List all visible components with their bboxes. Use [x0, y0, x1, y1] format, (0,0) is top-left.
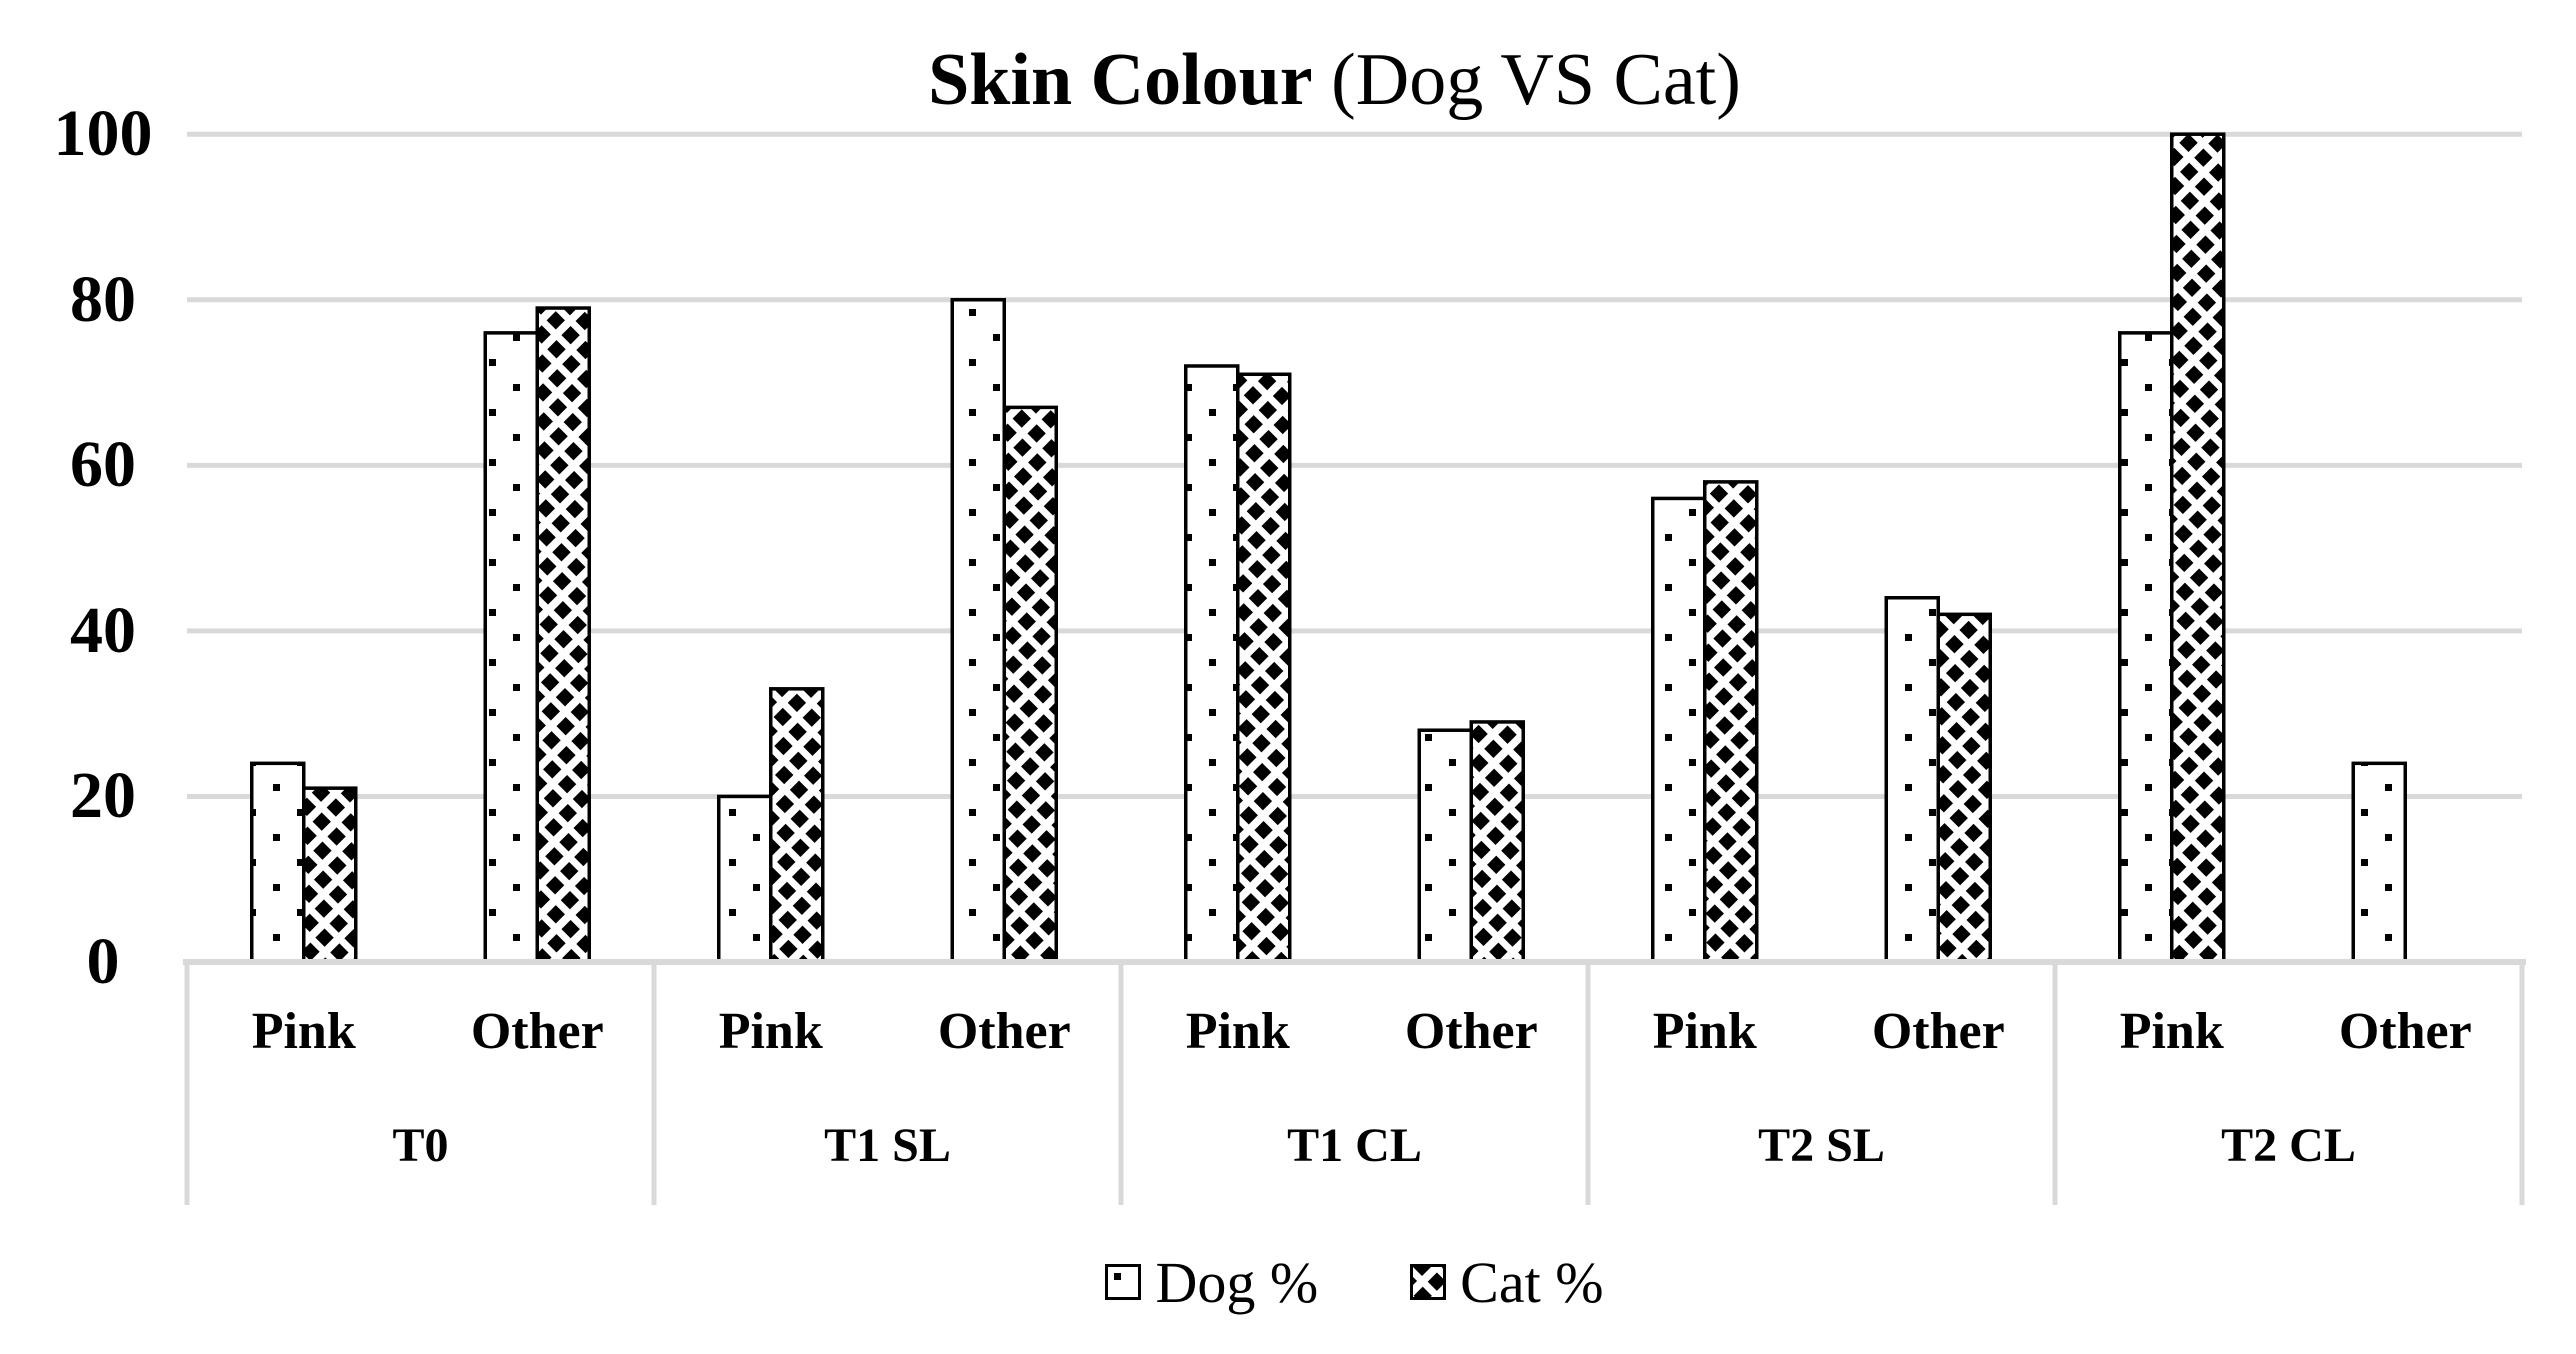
bar-cat-T2SL-Other [1936, 612, 1992, 964]
subcategory-label: Pink [1185, 1003, 1290, 1060]
y-axis-tick-label: 40 [70, 593, 136, 667]
legend-label-cat: Cat % [1460, 1249, 1604, 1315]
legend-label-dog: Dog % [1155, 1249, 1319, 1315]
bar-dog-T2CL-Other [2351, 761, 2407, 964]
dotted-square-icon [1105, 1264, 1142, 1300]
subcategory-label: Pink [251, 1003, 356, 1060]
bar-cat-T1CL-Other [1469, 720, 1525, 964]
subcategory-label: Other [1871, 1003, 2005, 1060]
bar-cat-T2SL-Pink [1703, 480, 1759, 964]
legend-item-cat: Cat % [1410, 1249, 1604, 1316]
group-label: T1 SL [824, 1119, 951, 1172]
subcategory-label: Other [1404, 1003, 1538, 1060]
chart-title: Skin Colour (Dog VS Cat) [167, 38, 2502, 123]
group-label: T1 CL [1287, 1119, 1422, 1172]
bar-cat-T1SL-Pink [769, 687, 825, 964]
diagonal-hatch-square-icon [1410, 1264, 1447, 1300]
bar-cat-T0-Other [535, 306, 591, 964]
legend: Dog % Cat % [187, 1242, 2522, 1322]
legend-item-dog: Dog % [1105, 1249, 1318, 1316]
bar-cat-T1SL-Other [1002, 405, 1058, 964]
subcategory-label: Other [2338, 1003, 2472, 1060]
bar-dog-T0-Pink [250, 761, 306, 964]
group-label: T2 SL [1758, 1119, 1885, 1172]
bar-dog-T1CL-Other [1417, 728, 1473, 964]
bar-dog-T1SL-Other [950, 298, 1006, 964]
bar-cat-T0-Pink [302, 786, 358, 964]
y-axis-tick-label: 80 [70, 262, 136, 336]
chart-title-regular: (Dog VS Cat) [1312, 39, 1741, 121]
bar-dog-T1SL-Pink [717, 794, 773, 964]
bar-cat-T2CL-Pink [2170, 132, 2226, 964]
chart-title-bold: Skin Colour [928, 39, 1313, 121]
bar-dog-T2SL-Pink [1651, 496, 1707, 964]
bar-dog-T2CL-Pink [2118, 331, 2174, 964]
group-label: T2 CL [2221, 1119, 2356, 1172]
subcategory-label: Other [937, 1003, 1071, 1060]
bars [250, 132, 2407, 964]
y-axis-tick-label: 20 [70, 759, 136, 833]
y-axis-tick-label: 60 [70, 428, 136, 502]
subcategory-label: Pink [1652, 1003, 1757, 1060]
y-axis-tick-label: 0 [86, 925, 120, 998]
bar-dog-T2SL-Other [1884, 596, 1940, 964]
subcategory-label: Other [470, 1003, 604, 1060]
group-label: T0 [392, 1119, 449, 1172]
bar-dog-T1CL-Pink [1184, 364, 1240, 964]
subcategory-label: Pink [718, 1003, 823, 1060]
subcategory-label: Pink [2119, 1003, 2224, 1060]
bar-cat-T1CL-Pink [1236, 372, 1292, 964]
y-axis-tick-label: 100 [53, 97, 153, 171]
bar-dog-T0-Other [483, 331, 539, 964]
category-axis-table-borders [184, 962, 2525, 1205]
